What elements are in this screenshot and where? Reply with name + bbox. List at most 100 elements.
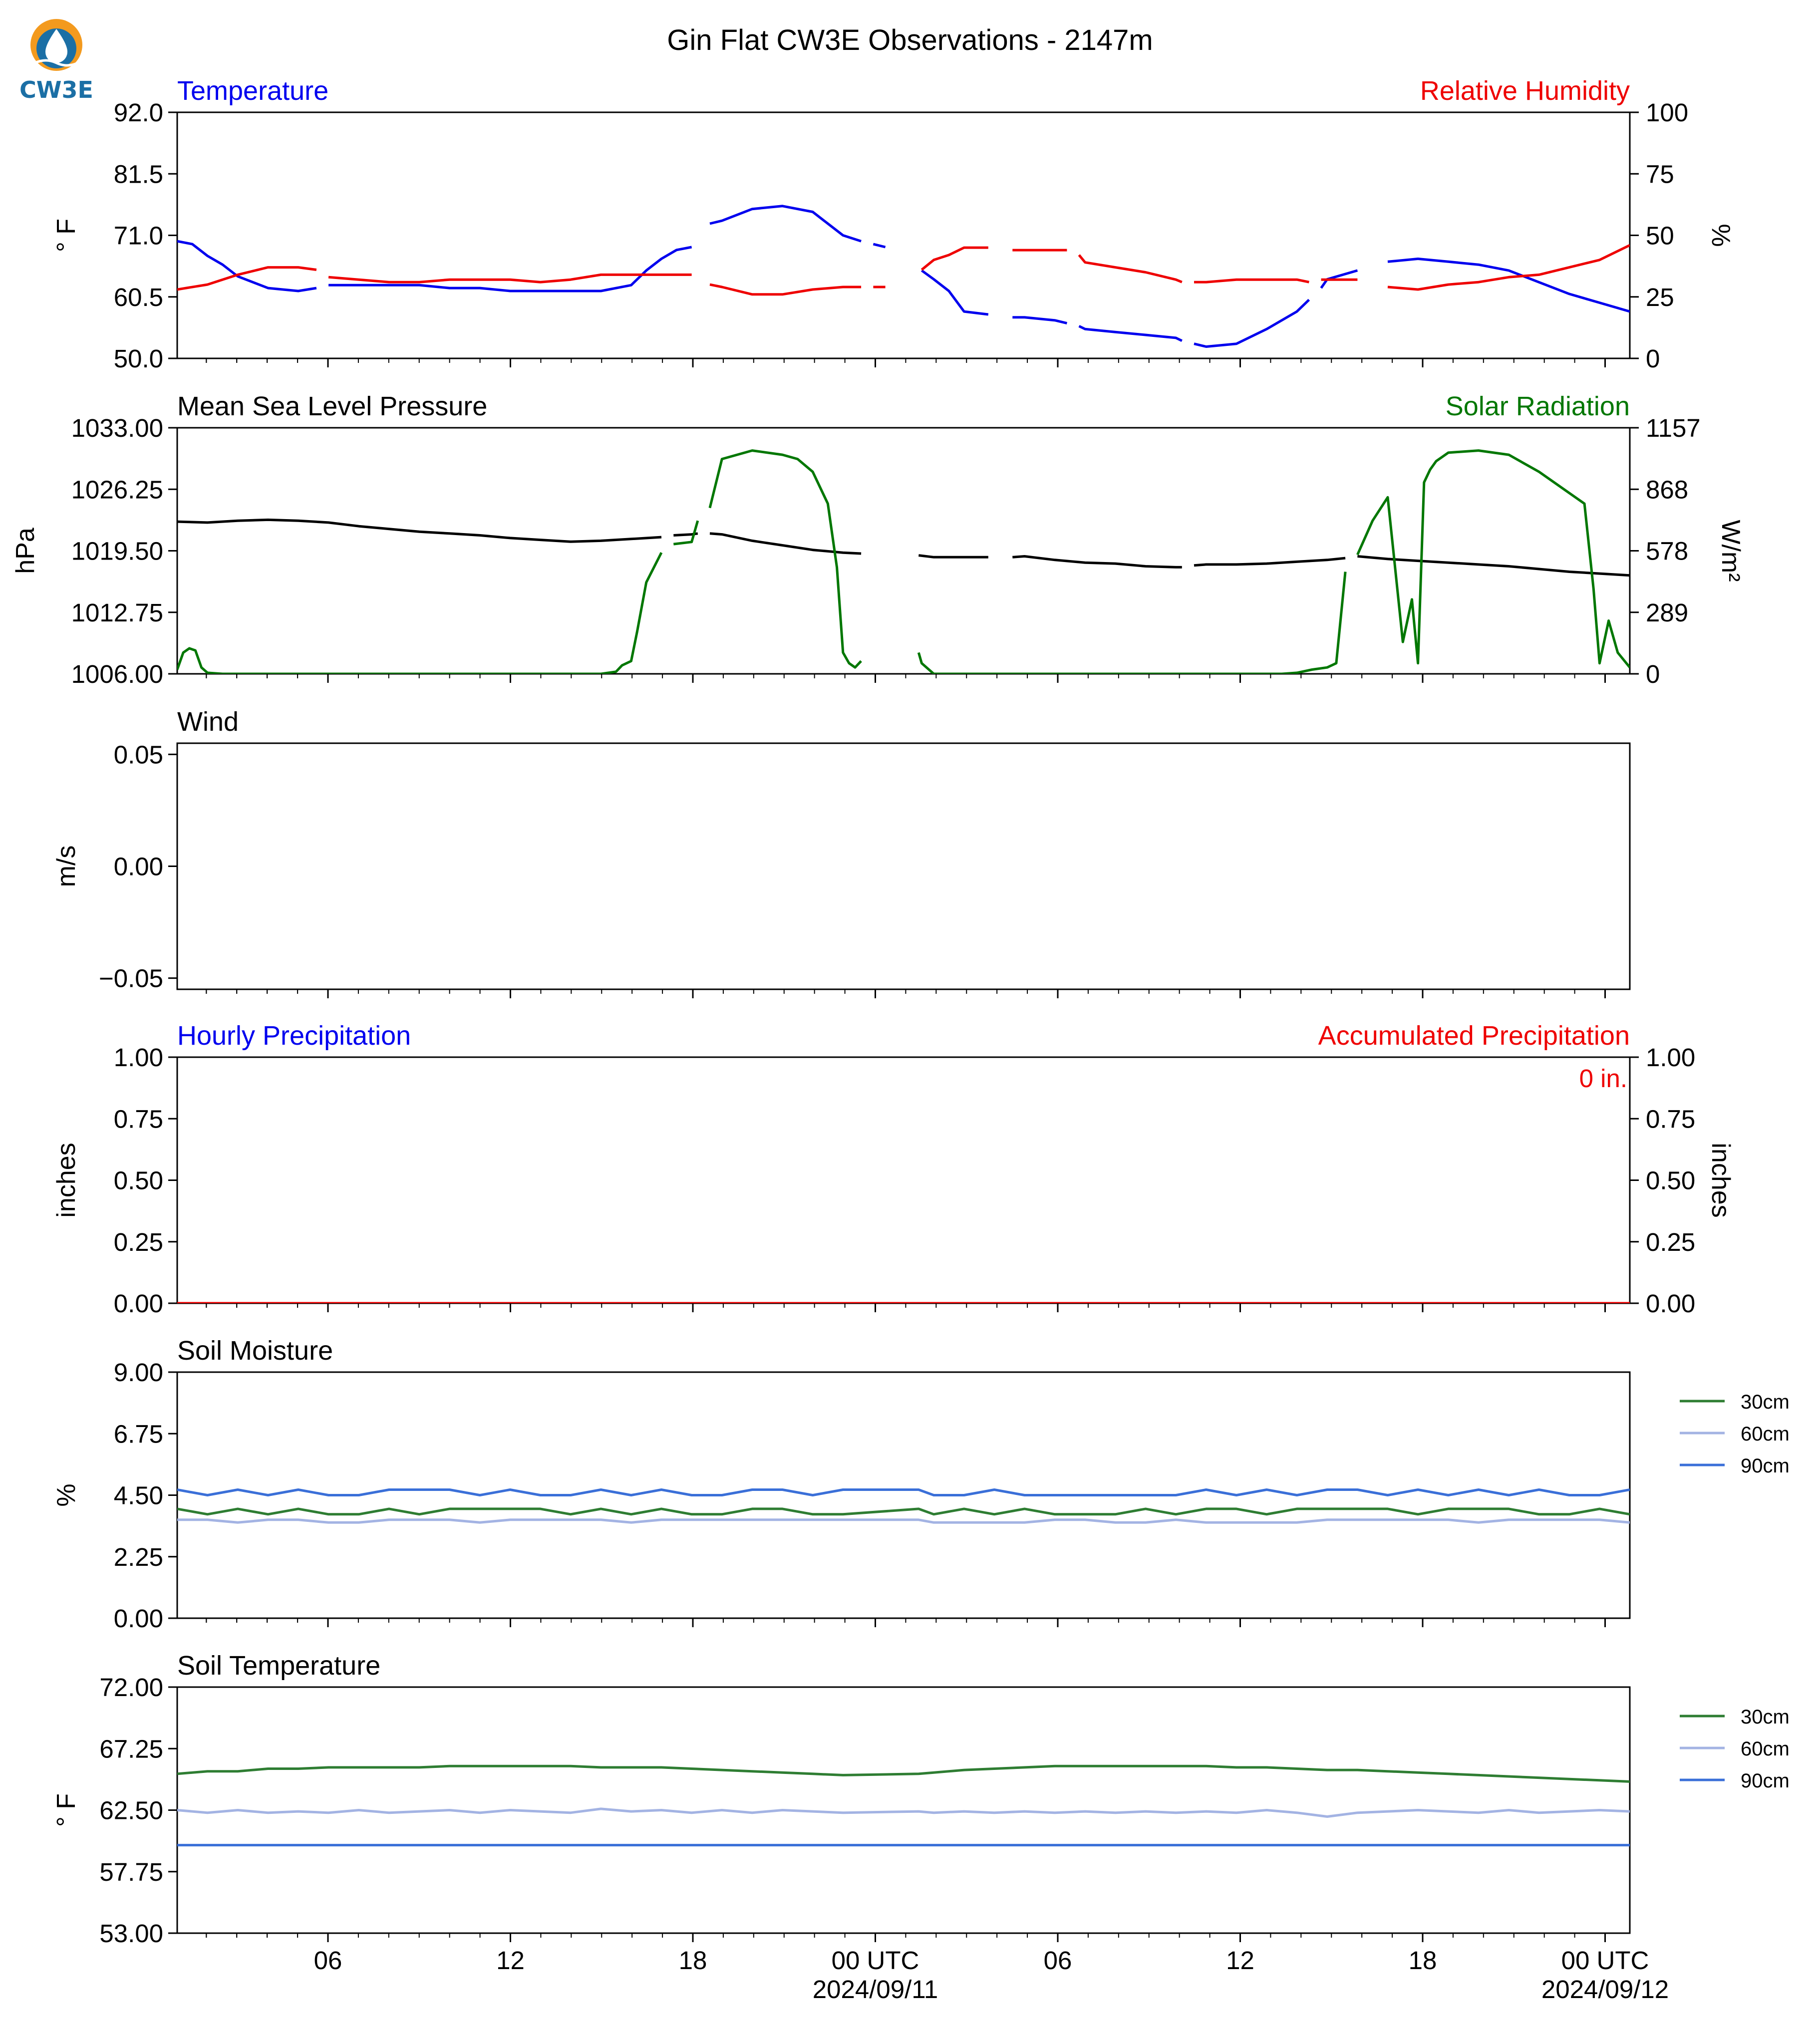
x-date-label: 2024/09/11: [813, 1975, 938, 2004]
logo-text: CW3E: [19, 76, 93, 103]
panel-precip: Hourly Precipitation Accumulated Precipit…: [52, 1021, 1735, 1318]
panel-title-right: Solar Radiation: [1446, 391, 1630, 421]
x-tick-label: 18: [1409, 1946, 1437, 1975]
y-axis-label-left: ° F: [52, 219, 81, 252]
y-tick-label-right: 0: [1646, 660, 1660, 688]
y-tick-label-right: 868: [1646, 475, 1688, 504]
x-tick-label: 06: [314, 1946, 342, 1975]
logo-wave-icon: [34, 59, 79, 67]
panel-soil-temperature: Soil Temperature 72.00 67.25 62.50 57.75 53.0…: [52, 1651, 1790, 1948]
panel-title-left: Wind: [177, 707, 239, 737]
y-tick-label-left: 0.00: [114, 853, 163, 881]
series-line-60cm: [177, 1807, 1630, 1818]
y-axis-label-left: inches: [52, 1143, 81, 1217]
y-axis-label-right: W/m²: [1716, 520, 1745, 581]
y-tick-label-right: 0.25: [1646, 1228, 1695, 1256]
accumulated-total-label: 0 in.: [1579, 1064, 1627, 1093]
series-line-30cm: [177, 1764, 1630, 1783]
y-tick-label-left: 62.50: [99, 1796, 163, 1825]
x-tick-label: 12: [496, 1946, 525, 1975]
y-tick-label-left: 0.00: [114, 1604, 163, 1633]
logo-drop-icon: [45, 29, 67, 63]
series-line-mean-sea-level-pressure: [177, 518, 1630, 577]
panel-pressure-solar: Mean Sea Level Pressure Solar Radiation 10…: [11, 391, 1745, 688]
series-line-solar-radiation: [177, 449, 1630, 674]
y-tick-label-right: 0.75: [1646, 1105, 1695, 1133]
cw3e-logo: CW3E: [19, 19, 93, 103]
y-tick-label-left: 1.00: [114, 1043, 163, 1072]
panel-title-left: Mean Sea Level Pressure: [177, 391, 487, 421]
y-tick-label-left: 0.50: [114, 1166, 163, 1195]
y-tick-label-right: 289: [1646, 598, 1688, 627]
x-tick-label: 18: [679, 1946, 707, 1975]
legend-label-30cm: 30cm: [1741, 1706, 1790, 1728]
series-line-relative-humidity: [177, 244, 1630, 296]
x-tick-label: 00 UTC: [1561, 1946, 1649, 1975]
y-tick-label-right: 0.00: [1646, 1289, 1695, 1318]
y-axis-label-left: %: [52, 1483, 81, 1506]
y-tick-label-right: 578: [1646, 537, 1688, 566]
series-line-30cm: [177, 1507, 1630, 1516]
x-date-label: 2024/09/12: [1541, 1975, 1669, 2004]
y-tick-label-right: 0: [1646, 344, 1660, 373]
panel-title-left: Temperature: [177, 76, 328, 106]
y-axis-label-left: m/s: [52, 846, 81, 887]
y-tick-label-left: 57.75: [99, 1858, 163, 1886]
y-tick-label-left: 81.5: [114, 160, 163, 188]
y-tick-label-left: 72.00: [99, 1673, 163, 1702]
panel-title-right: Relative Humidity: [1420, 76, 1630, 106]
y-tick-label-left: 6.75: [114, 1420, 163, 1448]
y-tick-label-left: 9.00: [114, 1358, 163, 1387]
panel-temp-rh: Temperature Relative Humidity 92.0 81.5 71.0…: [52, 76, 1735, 373]
panel-title-left: Soil Temperature: [177, 1651, 380, 1681]
panel-soil-moisture: Soil Moisture 9.00 6.75 4.50 2.25 0.00% 30cm 60…: [52, 1336, 1790, 1633]
panel-title-right: Accumulated Precipitation: [1318, 1021, 1630, 1051]
y-tick-label-left: 60.5: [114, 283, 163, 311]
y-tick-label-left: 0.00: [114, 1289, 163, 1318]
y-tick-label-right: 50: [1646, 222, 1674, 250]
y-tick-label-left: 92.0: [114, 98, 163, 127]
y-tick-label-left: 0.05: [114, 740, 163, 769]
y-tick-label-left: 2.25: [114, 1543, 163, 1571]
y-tick-label-left: 1006.00: [71, 660, 163, 688]
panel-wind: Wind 0.05 0.00 −0.05 m/s: [52, 707, 1631, 998]
x-tick-label: 06: [1044, 1946, 1072, 1975]
y-tick-label-right: 0.50: [1646, 1166, 1695, 1195]
y-tick-label-left: 0.25: [114, 1228, 163, 1256]
panels: Temperature Relative Humidity 92.0 81.5 71.0…: [11, 76, 1790, 1948]
x-tick-label: 00 UTC: [832, 1946, 919, 1975]
y-tick-label-right: 1157: [1646, 414, 1701, 442]
series-line-60cm: [177, 1518, 1630, 1524]
y-tick-label-left: 4.50: [114, 1481, 163, 1510]
panel-title-left: Hourly Precipitation: [177, 1021, 411, 1051]
y-tick-label-right: 75: [1646, 160, 1674, 188]
y-tick-label-left: 0.75: [114, 1105, 163, 1133]
y-tick-label-left: 1033.00: [71, 414, 163, 442]
figure-title: Gin Flat CW3E Observations - 2147m: [667, 24, 1153, 56]
legend-label-90cm: 90cm: [1741, 1455, 1790, 1477]
y-tick-label-left: 53.00: [99, 1919, 163, 1948]
y-axis-label-left: hPa: [11, 528, 40, 574]
y-tick-label-left: 1019.50: [71, 537, 163, 566]
y-axis-label-right: %: [1706, 224, 1735, 247]
y-tick-label-left: 71.0: [114, 222, 163, 250]
y-tick-label-left: −0.05: [99, 964, 163, 993]
y-tick-label-right: 25: [1646, 283, 1674, 311]
y-axis-label-right: inches: [1706, 1143, 1735, 1217]
legend-label-60cm: 60cm: [1741, 1738, 1790, 1760]
legend-label-90cm: 90cm: [1741, 1770, 1790, 1792]
legend-label-60cm: 60cm: [1741, 1423, 1790, 1445]
y-tick-label-left: 50.0: [114, 344, 163, 373]
y-tick-label-right: 1.00: [1646, 1043, 1695, 1072]
y-tick-label-right: 100: [1646, 98, 1688, 127]
x-tick-label: 12: [1226, 1946, 1254, 1975]
series-line-90cm: [177, 1488, 1630, 1496]
y-axis-label-left: ° F: [52, 1793, 81, 1827]
legend-label-30cm: 30cm: [1741, 1391, 1790, 1413]
y-tick-label-left: 1012.75: [71, 598, 163, 627]
y-tick-label-left: 1026.25: [71, 475, 163, 504]
panel-title-left: Soil Moisture: [177, 1336, 333, 1366]
